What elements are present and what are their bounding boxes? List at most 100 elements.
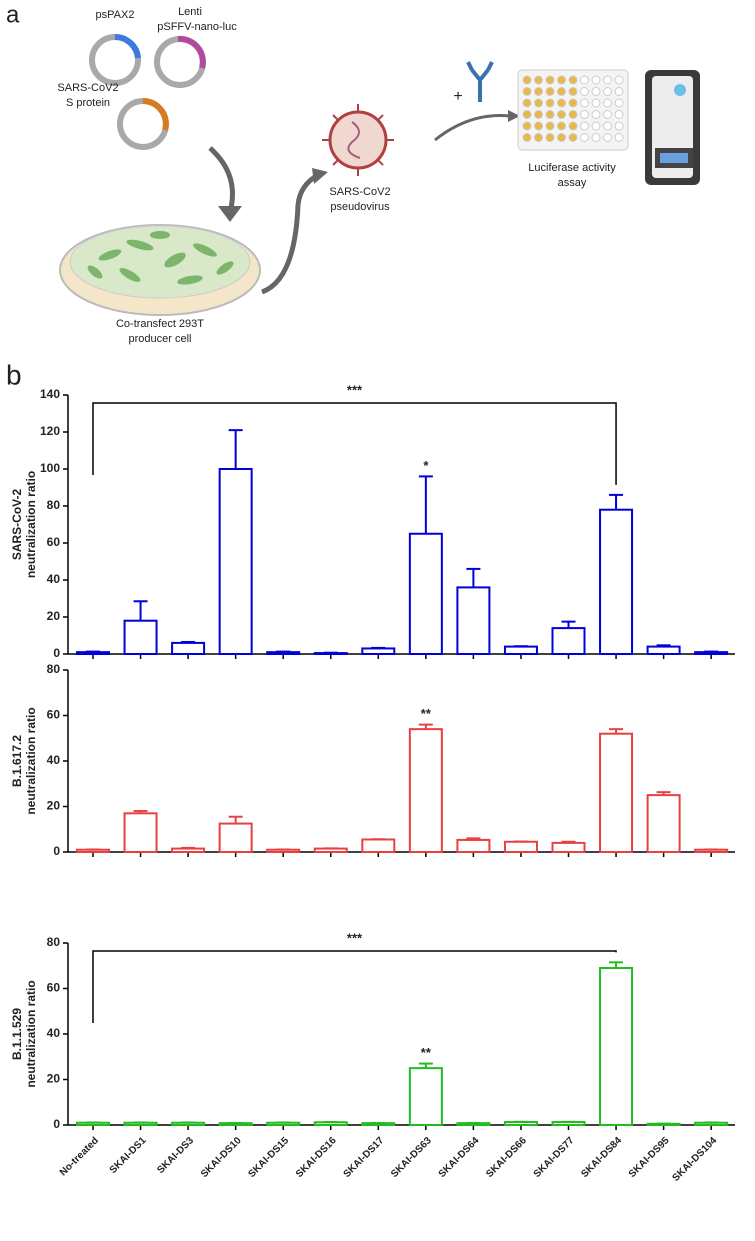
bar — [218, 468, 253, 655]
bar — [503, 840, 538, 854]
label: SARS-CoV2 — [329, 186, 390, 198]
bar — [456, 1122, 491, 1127]
y-tick-label: 40 — [47, 1026, 61, 1040]
bar — [123, 812, 158, 854]
bar — [646, 1122, 681, 1127]
label: + — [453, 88, 462, 105]
label: Co-transfect 293T — [116, 318, 204, 330]
bar — [503, 645, 538, 655]
label: pSFFV-nano-luc — [157, 21, 237, 33]
bar — [171, 847, 206, 854]
bar — [266, 651, 301, 656]
bar — [313, 652, 348, 656]
y-axis-label: B.1.1.529 — [10, 1008, 24, 1060]
bar — [313, 847, 348, 854]
bar — [76, 1121, 110, 1126]
significance-bracket — [92, 402, 617, 485]
label: S protein — [66, 97, 110, 109]
x-tick-label: SKAI-DS3 — [155, 1135, 196, 1176]
bar — [503, 1121, 538, 1126]
bar — [408, 1067, 443, 1126]
x-tick-label: SKAI-DS77 — [532, 1135, 577, 1180]
y-tick-label: 140 — [40, 387, 60, 401]
bar — [171, 1121, 206, 1126]
significance-label: ** — [421, 1045, 432, 1060]
bar — [456, 838, 491, 854]
schematic — [59, 33, 700, 316]
y-tick-label: 80 — [47, 662, 61, 676]
bar — [123, 619, 158, 656]
bar — [646, 645, 681, 655]
label: SARS-CoV2 — [57, 82, 118, 94]
bar — [76, 651, 110, 656]
bar — [361, 838, 396, 853]
bar — [456, 586, 491, 656]
x-tick-label: SKAI-DS104 — [670, 1135, 719, 1184]
bar — [551, 627, 586, 655]
bar — [408, 532, 443, 655]
y-tick-label: 80 — [47, 935, 61, 949]
bar — [171, 641, 206, 656]
x-tick-label: SKAI-DS10 — [199, 1135, 244, 1180]
y-tick-label: 120 — [40, 424, 60, 438]
y-tick-label: 20 — [47, 1072, 61, 1086]
y-tick-label: 100 — [40, 461, 60, 475]
significance-label: *** — [347, 930, 363, 945]
x-tick-label: SKAI-DS64 — [437, 1135, 482, 1180]
x-tick-label: SKAI-DS1 — [108, 1135, 149, 1176]
y-tick-label: 0 — [53, 844, 60, 858]
bar — [646, 794, 681, 853]
y-tick-label: 60 — [47, 535, 61, 549]
y-tick-label: 0 — [53, 646, 60, 660]
y-tick-label: 60 — [47, 708, 61, 722]
y-axis-label: SARS-CoV-2 — [10, 489, 24, 561]
x-tick-label: SKAI-DS63 — [389, 1135, 434, 1180]
label: psPAX2 — [96, 9, 135, 21]
bar — [599, 732, 634, 854]
bar — [551, 1121, 586, 1126]
x-tick-label: SKAI-DS17 — [342, 1135, 387, 1180]
y-tick-label: 40 — [47, 753, 61, 767]
y-axis-label: neutralization ratio — [24, 980, 38, 1087]
significance-label: *** — [347, 382, 363, 397]
bar — [551, 841, 586, 854]
x-tick-label: SKAI-DS15 — [246, 1135, 291, 1180]
label: pseudovirus — [330, 201, 390, 213]
x-tick-label: No-treated — [58, 1135, 101, 1178]
bar — [218, 822, 253, 853]
panel-label: a — [6, 1, 20, 28]
bar — [361, 1122, 396, 1127]
bar — [266, 1121, 301, 1126]
y-tick-label: 20 — [47, 609, 61, 623]
bar — [218, 1122, 253, 1127]
bar — [599, 508, 634, 656]
label: Luciferase activity — [528, 162, 616, 174]
label: Lenti — [178, 6, 202, 18]
bar — [694, 1121, 729, 1126]
significance-label: * — [423, 458, 429, 473]
bar — [76, 848, 110, 853]
y-axis-label: neutralization ratio — [24, 471, 38, 578]
y-tick-label: 60 — [47, 981, 61, 995]
bar — [408, 728, 443, 854]
x-tick-label: SKAI-DS84 — [579, 1135, 624, 1180]
bar — [361, 647, 396, 656]
y-tick-label: 0 — [53, 1117, 60, 1131]
significance-bracket — [92, 950, 617, 1023]
bar — [694, 848, 729, 853]
x-tick-label: SKAI-DS66 — [484, 1135, 529, 1180]
y-axis-label: B.1.617.2 — [10, 735, 24, 787]
label: producer cell — [129, 333, 192, 345]
x-tick-label: SKAI-DS95 — [627, 1135, 672, 1180]
significance-label: ** — [421, 706, 432, 721]
schematic-labels: psPAX2 Lenti pSFFV-nano-luc SARS-CoV2 S … — [57, 6, 616, 345]
panel-label: b — [6, 359, 22, 390]
label: assay — [558, 177, 587, 189]
y-tick-label: 40 — [47, 572, 61, 586]
bar — [123, 1121, 158, 1126]
bar — [313, 1121, 348, 1127]
x-tick-label: SKAI-DS16 — [294, 1135, 339, 1180]
bar — [599, 967, 634, 1127]
y-tick-label: 20 — [47, 799, 61, 813]
